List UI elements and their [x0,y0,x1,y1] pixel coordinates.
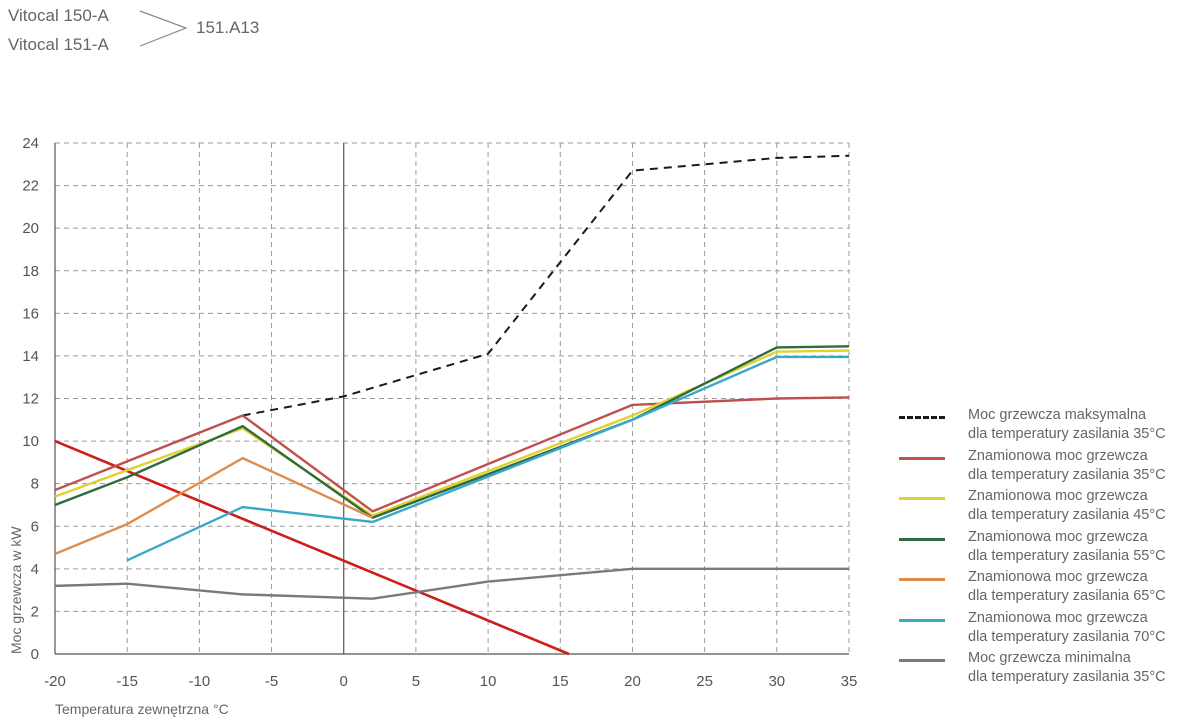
legend-label-line2: dla temperatury zasilania 35°C [968,426,1166,442]
legend-label: Moc grzewcza maksymalna dla temperatury z… [968,406,1166,444]
y-tick-label: 18 [22,263,39,280]
y-tick-label: 2 [31,603,39,620]
legend-label-line1: Moc grzewcza minimalna [968,650,1131,666]
x-tick-label: 35 [841,673,858,690]
legend-label-line1: Znamionowa moc grzewcza [968,447,1148,464]
x-tick-label: -15 [116,673,138,690]
x-tick-label: -5 [265,673,278,690]
legend-item: Znamionowa moc grzewcza dla temperatury z… [895,487,1195,528]
y-tick-label: 14 [22,348,39,365]
legend-item: Znamionowa moc grzewcza dla temperatury z… [895,609,1195,650]
model-name-150a: Vitocal 150-A [8,6,109,25]
legend-label: Znamionowa moc grzewcza dla temperatury z… [968,447,1166,485]
y-axis-label: Moc grzewcza w kW [8,526,24,654]
y-tick-label: 4 [31,561,39,578]
legend-item: Znamionowa moc grzewcza dla temperatury z… [895,568,1195,609]
legend-label: Znamionowa moc grzewcza dla temperatury z… [968,609,1166,647]
y-tick-label: 6 [31,518,39,535]
x-axis-label: Temperatura zewnętrzna °C [55,701,229,717]
legend-label-line1: Znamionowa moc grzewcza [968,488,1148,504]
y-tick-label: 0 [31,646,39,663]
y-tick-label: 20 [22,220,39,237]
series-line-5 [126,355,849,562]
x-tick-label: -10 [189,673,211,690]
heating-load-line [54,439,570,656]
y-tick-label: 12 [22,391,39,408]
legend-swatch [899,618,945,622]
x-tick-label: 15 [552,673,569,690]
chart-legend: Moc grzewcza maksymalna dla temperatury z… [895,406,1195,690]
legend-label: Znamionowa moc grzewcza dla temperatury z… [968,568,1166,606]
x-tick-label: -20 [44,673,66,690]
chart-series [54,154,850,656]
legend-label: Znamionowa moc grzewcza dla temperatury z… [968,487,1166,525]
legend-label-line1: Moc grzewcza maksymalna [968,407,1147,423]
series-line-0 [242,154,850,417]
series-line-4 [54,456,374,556]
legend-label-line1: Znamionowa moc grzewcza [968,528,1148,545]
legend-label-line1: Znamionowa moc grzewcza [968,609,1148,626]
legend-swatch [899,578,945,581]
model-code: 151.A13 [196,18,260,37]
model-name-151a: Vitocal 151-A [8,35,109,54]
legend-item: Znamionowa moc grzewcza dla temperatury z… [895,528,1195,569]
x-tick-label: 5 [412,673,420,690]
x-tick-label: 30 [768,673,785,690]
legend-swatch [899,497,945,500]
legend-item: Znamionowa moc grzewcza dla temperatury z… [895,447,1195,488]
series-line-1 [54,396,850,513]
series-line-6 [54,567,849,600]
y-tick-label: 8 [31,476,39,493]
legend-label: Moc grzewcza minimalna dla temperatury za… [968,649,1166,687]
x-tick-label: 25 [696,673,713,690]
chart-ticks: -20 -15 -10 -5 0 5 10 15 20 25 30 35024681012141618… [22,135,857,690]
chart-grid [54,142,850,654]
legend-item: Moc grzewcza maksymalna dla temperatury z… [895,406,1195,447]
x-tick-label: 0 [340,673,348,690]
legend-label-line2: dla temperatury zasilania 35°C [968,669,1166,685]
legend-label-line2: dla temperatury zasilania 70°C [968,628,1166,645]
legend-label-line2: dla temperatury zasilania 65°C [968,588,1166,604]
model-brace-icon [139,10,188,47]
chart-axes [54,143,849,655]
y-tick-label: 22 [22,178,39,195]
y-tick-label: 16 [22,305,39,322]
legend-swatch [899,416,945,419]
x-tick-label: 20 [624,673,641,690]
x-tick-label: 10 [480,673,497,690]
legend-label-line1: Znamionowa moc grzewcza [968,569,1148,585]
y-tick-label: 10 [22,433,39,450]
legend-label-line2: dla temperatury zasilania 45°C [968,507,1166,523]
y-tick-label: 24 [22,135,39,152]
legend-swatch [899,537,945,541]
legend-item: Moc grzewcza minimalna dla temperatury za… [895,649,1195,690]
legend-swatch [899,659,945,662]
legend-label: Znamionowa moc grzewcza dla temperatury z… [968,528,1166,566]
legend-label-line2: dla temperatury zasilania 55°C [968,547,1166,564]
legend-swatch [899,456,945,460]
legend-label-line2: dla temperatury zasilania 35°C [968,466,1166,483]
